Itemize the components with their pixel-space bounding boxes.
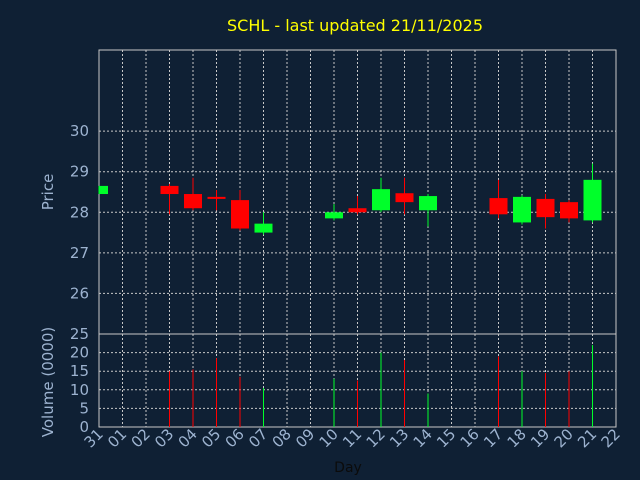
- day-tick-label: 17: [480, 425, 506, 451]
- candle-body: [160, 185, 179, 195]
- candle-body: [419, 196, 437, 211]
- volume-tick-label: 5: [79, 399, 89, 417]
- candle-body: [207, 196, 226, 199]
- price-tick-label: 27: [70, 244, 89, 262]
- day-axis-ticks: 3101020304050607080910111213141516171819…: [81, 425, 624, 451]
- day-tick-label: 11: [339, 425, 365, 451]
- price-tick-label: 29: [70, 163, 89, 181]
- candle-body: [184, 194, 202, 209]
- candle-body: [325, 212, 343, 219]
- volume-tick-label: 20: [70, 344, 89, 362]
- day-tick-label: 08: [269, 425, 295, 451]
- candle-body: [489, 198, 508, 215]
- candle-body: [99, 185, 108, 195]
- day-tick-label: 13: [386, 425, 412, 451]
- chart-title: SCHL - last updated 21/11/2025: [227, 16, 483, 35]
- candle-body: [254, 223, 273, 233]
- day-tick-label: 18: [504, 425, 530, 451]
- day-tick-label: 12: [363, 425, 389, 451]
- day-tick-label: 21: [574, 425, 600, 451]
- candle-body: [348, 208, 367, 213]
- candle-body: [513, 196, 531, 223]
- price-tick-label: 28: [70, 203, 89, 221]
- day-tick-label: 16: [457, 425, 483, 451]
- day-tick-label: 03: [151, 425, 177, 451]
- candles: [98, 163, 602, 235]
- day-tick-label: 15: [433, 425, 459, 451]
- day-tick-label: 05: [198, 425, 224, 451]
- day-tick-label: 01: [104, 425, 130, 451]
- day-tick-label: 07: [245, 425, 271, 451]
- day-tick-label: 02: [128, 425, 154, 451]
- candle-body: [395, 193, 414, 203]
- candle-body: [560, 202, 578, 219]
- day-tick-label: 20: [551, 425, 577, 451]
- volume-axis-label: Volume (0000): [39, 327, 57, 437]
- day-tick-label: 09: [292, 425, 318, 451]
- day-tick-label: 10: [316, 425, 342, 451]
- day-tick-label: 19: [527, 425, 553, 451]
- candle-body: [231, 200, 249, 229]
- volume-bars: [169, 345, 593, 427]
- volume-tick-label: 0: [79, 418, 89, 436]
- day-tick-label: 22: [598, 425, 624, 451]
- day-tick-label: 14: [410, 425, 436, 451]
- price-tick-label: 30: [70, 122, 89, 140]
- day-tick-label: 04: [175, 425, 201, 451]
- day-axis-label: Day: [334, 460, 362, 476]
- price-axis-label: Price: [39, 174, 57, 211]
- price-tick-label: 26: [70, 284, 89, 302]
- day-tick-label: 06: [222, 425, 248, 451]
- volume-tick-label: 10: [70, 381, 89, 399]
- volume-tick-label: 25: [70, 325, 89, 343]
- candle-body: [372, 189, 390, 211]
- candle-body: [583, 179, 602, 221]
- candle-body: [536, 198, 555, 218]
- volume-tick-label: 15: [70, 362, 89, 380]
- price-axis-ticks: 26 27 28 29 30: [70, 122, 89, 302]
